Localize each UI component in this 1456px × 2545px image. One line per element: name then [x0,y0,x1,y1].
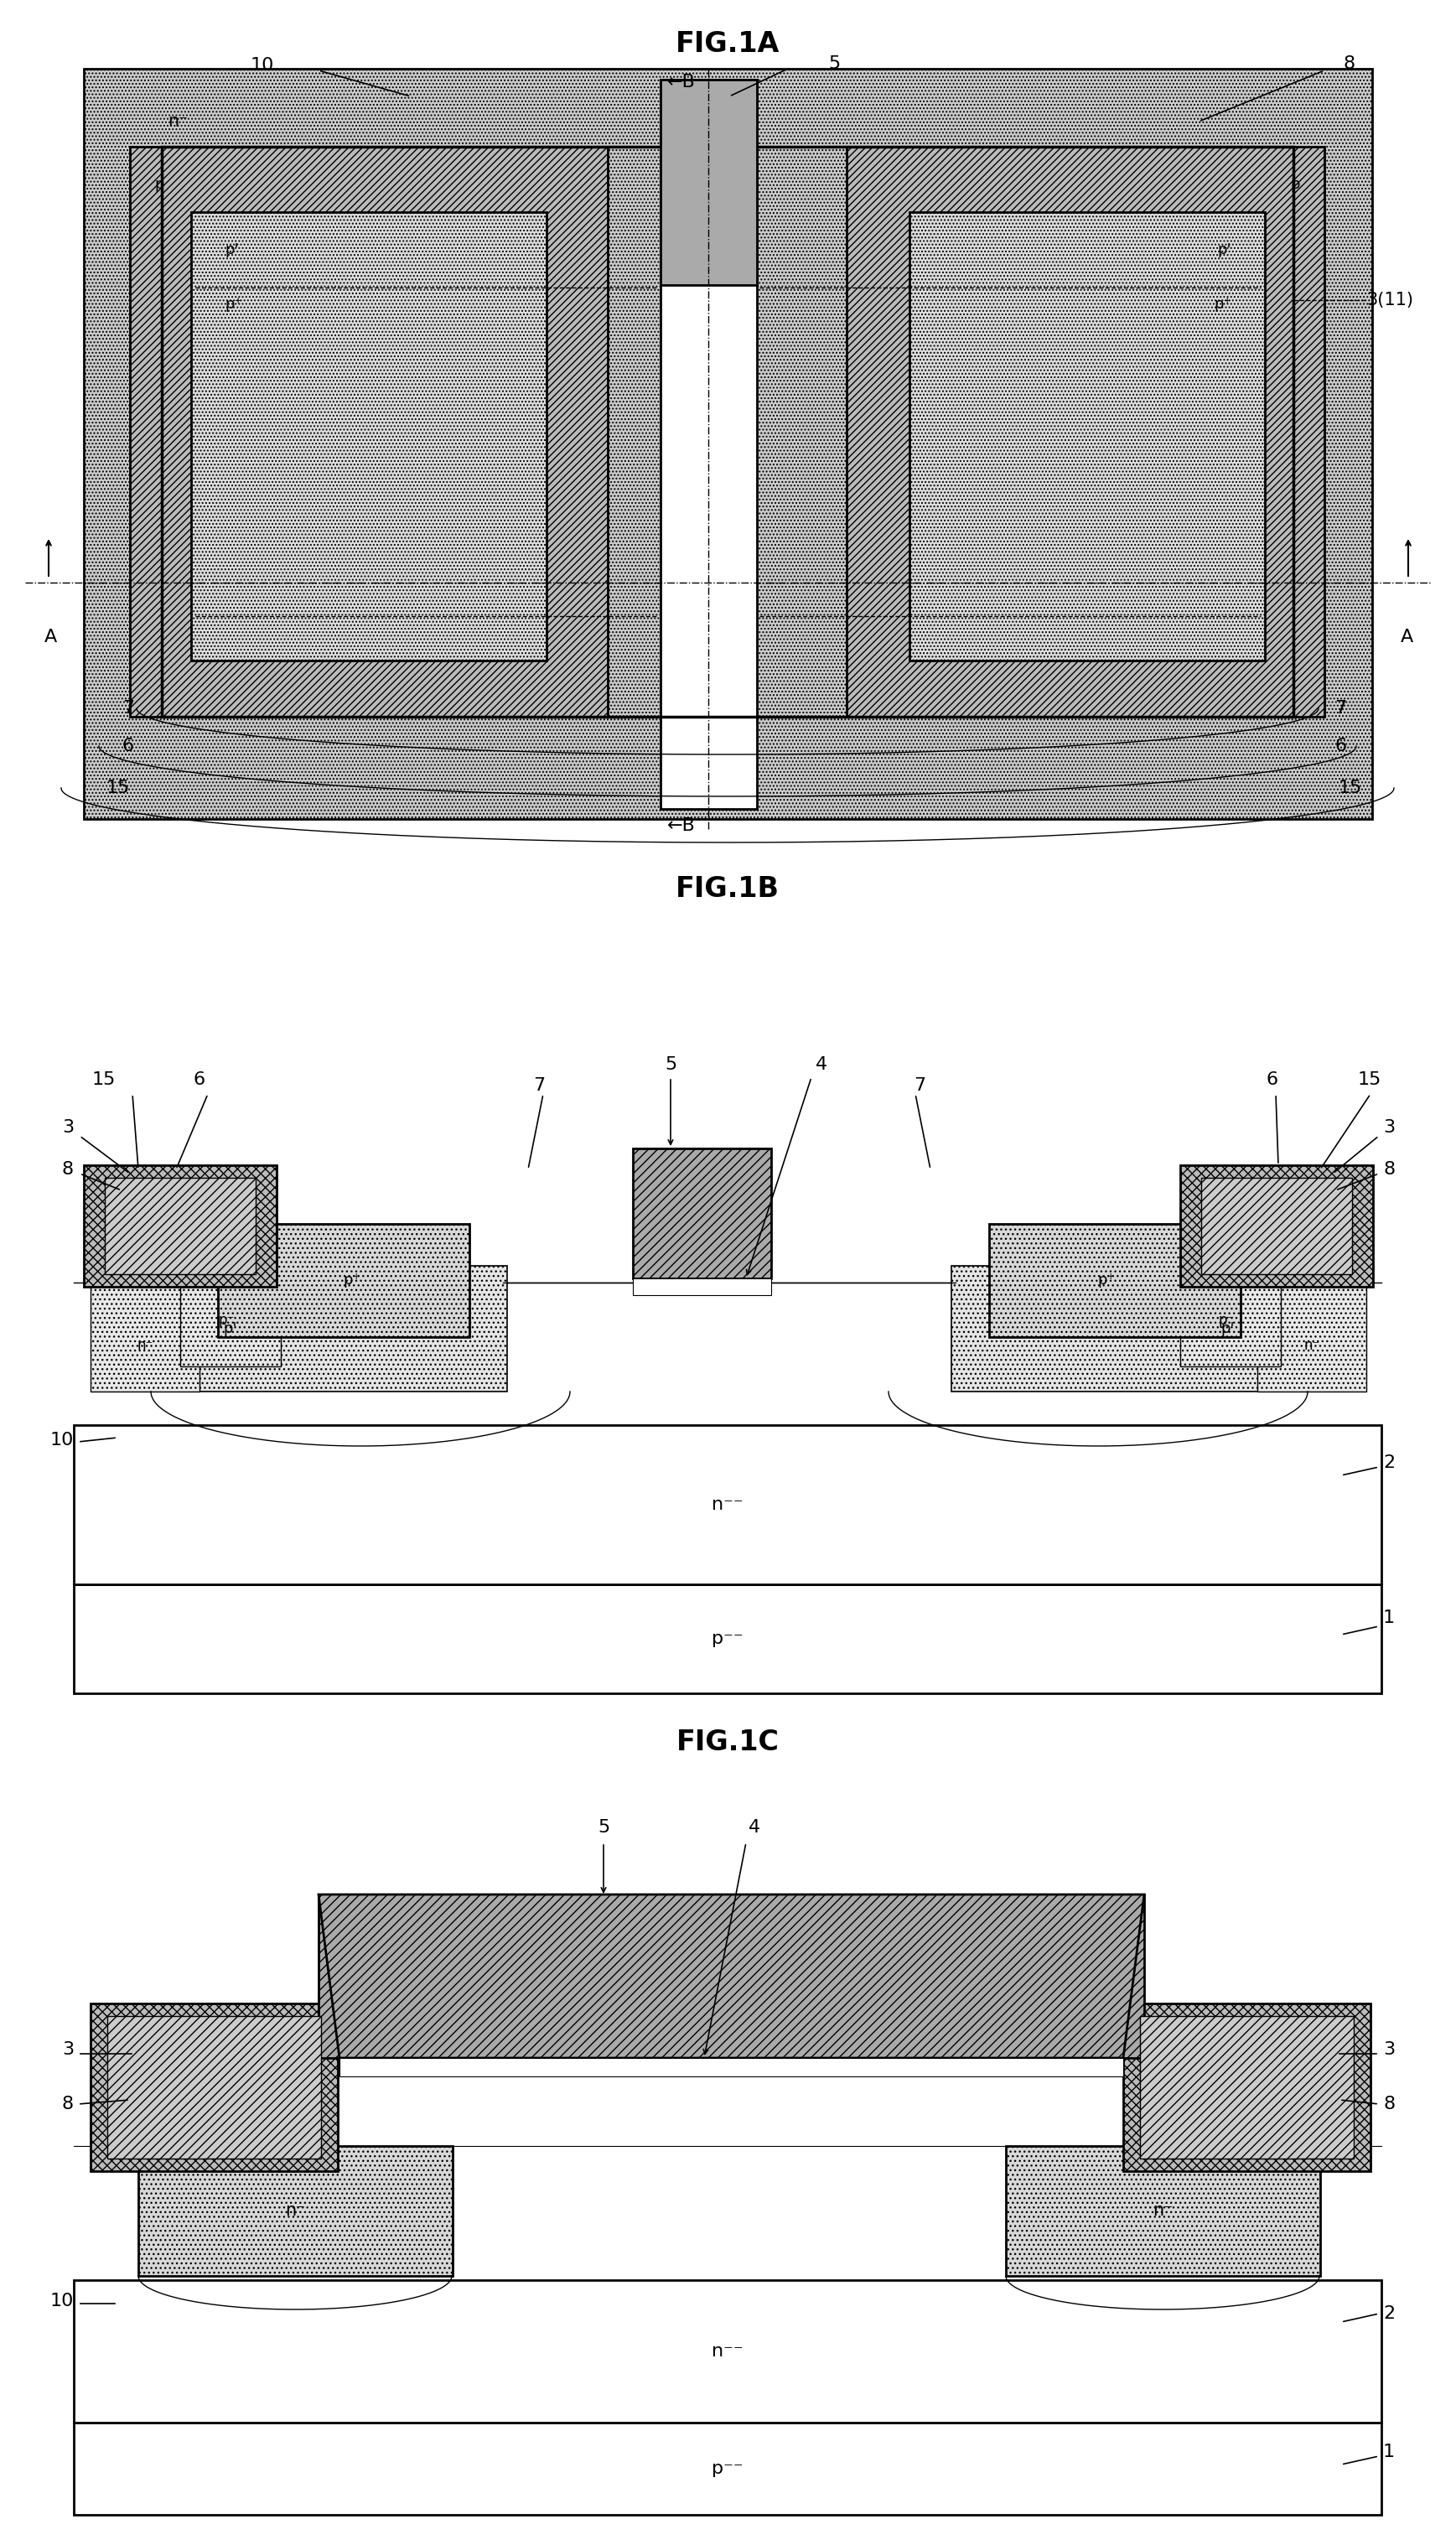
Bar [1201,1178,1353,1275]
Text: n⁻⁻: n⁻⁻ [712,1496,744,1514]
Text: ←B: ←B [667,74,696,92]
Bar [319,1893,1144,2059]
Text: 6: 6 [192,1071,205,1089]
Bar [108,2016,320,2158]
Bar [138,2145,453,2275]
Text: 2: 2 [1383,2306,1395,2321]
Text: 3: 3 [63,2041,74,2059]
Bar [181,1265,507,1392]
Text: p⁺: p⁺ [344,1272,361,1288]
Text: p: p [1290,176,1300,191]
Text: n⁻: n⁻ [167,112,188,130]
Bar [84,69,1372,819]
Bar [84,1166,277,1288]
Bar [181,1275,281,1367]
Bar [74,1425,1382,1586]
Text: 7: 7 [122,700,134,718]
Text: p⁺: p⁺ [1098,1272,1115,1288]
Bar [74,2280,1382,2423]
Text: n⁻: n⁻ [137,1339,153,1354]
Bar [661,79,757,285]
Text: 15: 15 [1338,779,1363,797]
Bar [951,1265,1278,1392]
Text: p': p' [1222,1321,1235,1336]
Bar [1140,2016,1354,2158]
Bar [989,1224,1241,1336]
Text: p': p' [224,1321,237,1336]
Text: 8: 8 [1344,56,1356,71]
Text: p': p' [224,242,239,257]
Bar [130,148,607,718]
Text: 7: 7 [533,1077,545,1094]
Text: 15: 15 [106,779,130,797]
Text: 5: 5 [828,56,840,71]
Text: 5: 5 [664,1056,677,1074]
Text: FIG.1B: FIG.1B [676,875,779,903]
Text: 7: 7 [1335,700,1347,718]
Bar [910,211,1265,662]
Bar [162,148,1293,718]
Text: 10: 10 [50,2293,74,2308]
Text: p': p' [1217,242,1232,257]
Text: 7: 7 [914,1077,926,1094]
Bar [1258,1283,1366,1392]
Text: 2: 2 [1383,1453,1395,1471]
Bar [191,211,546,662]
Text: n⁻: n⁻ [1303,1339,1321,1354]
Bar [1006,2145,1321,2275]
Text: A: A [44,629,57,646]
Text: FIG.1A: FIG.1A [676,31,780,59]
Text: 6: 6 [1335,738,1347,753]
Text: 3: 3 [63,1120,74,1135]
Text: p⁻⁻: p⁻⁻ [712,2461,744,2476]
Bar [846,148,1325,718]
Text: p⁻: p⁻ [1219,1313,1235,1328]
Bar [633,1278,772,1295]
Polygon shape [319,1893,1144,2059]
Text: 5: 5 [597,1820,610,1835]
Text: 6: 6 [1265,1071,1277,1089]
Text: p⁻: p⁻ [218,1313,234,1328]
Text: p⁺: p⁺ [224,298,242,313]
Bar [339,2059,1123,2077]
Text: 10: 10 [250,56,274,74]
Text: 4: 4 [748,1820,760,1835]
Text: 1: 1 [1383,1608,1395,1626]
Bar [633,1148,772,1278]
Text: p: p [154,176,165,191]
Text: 8: 8 [63,2095,74,2112]
Text: n⁻: n⁻ [1153,2201,1172,2219]
Text: p⁺: p⁺ [1214,298,1232,313]
Text: 4: 4 [815,1056,827,1074]
Text: 6: 6 [122,738,134,753]
Bar [218,1224,469,1336]
Bar [661,79,757,809]
Text: 3: 3 [1383,2041,1395,2059]
Text: 8: 8 [63,1161,74,1178]
Text: 15: 15 [1358,1071,1382,1089]
Bar [1123,2003,1370,2171]
Text: 1: 1 [1383,2443,1395,2461]
Text: 15: 15 [92,1071,116,1089]
Text: p⁻⁻: p⁻⁻ [712,1631,744,1647]
Text: n⁻⁻: n⁻⁻ [712,2344,744,2359]
Text: n⁻: n⁻ [285,2201,306,2219]
Bar [90,2003,338,2171]
Bar [1181,1275,1281,1367]
Text: 8: 8 [1383,1161,1395,1178]
Text: 10: 10 [50,1433,74,1448]
Text: 3(11): 3(11) [1366,293,1414,308]
Bar [90,1283,199,1392]
Text: 3: 3 [1383,1120,1395,1135]
Bar [105,1178,256,1275]
Bar [74,2423,1382,2514]
Text: ←B: ←B [667,817,696,835]
Bar [1181,1166,1373,1288]
Bar [74,1586,1382,1692]
Text: 8: 8 [1383,2095,1395,2112]
Text: A: A [1401,629,1412,646]
Text: FIG.1C: FIG.1C [676,1728,779,1756]
